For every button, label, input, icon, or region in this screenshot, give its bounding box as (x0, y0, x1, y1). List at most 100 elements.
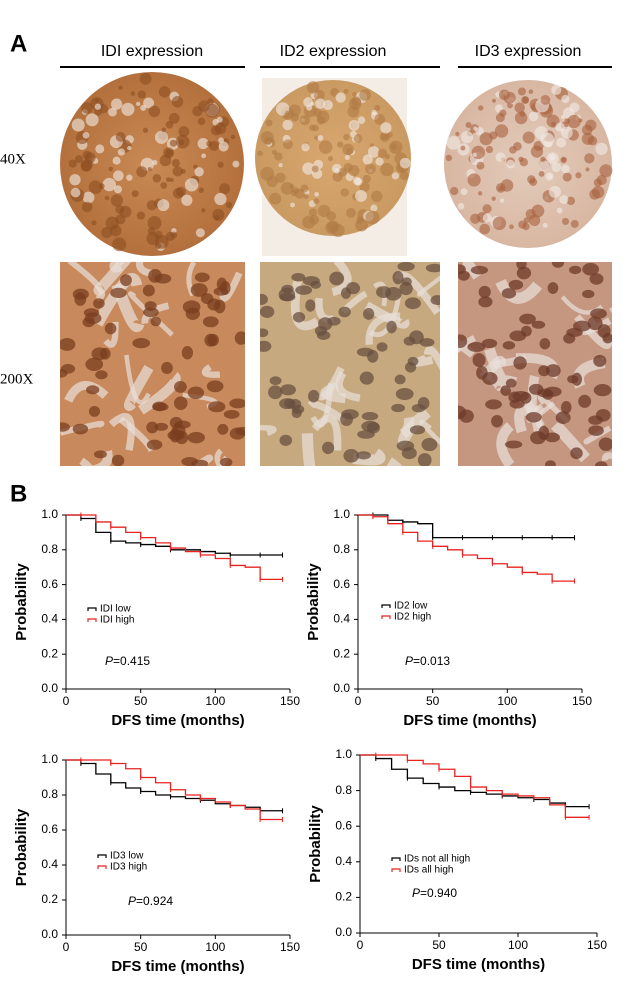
texture (423, 345, 440, 371)
texture (71, 118, 85, 132)
x-tick-label: 50 (432, 938, 446, 952)
texture (504, 440, 523, 449)
texture (362, 154, 373, 165)
texture (473, 126, 478, 131)
texture (260, 340, 272, 352)
texture (202, 316, 219, 328)
texture (299, 114, 311, 126)
texture (291, 404, 305, 414)
texture (126, 174, 133, 181)
texture (569, 265, 582, 275)
y-tick-label: 0.2 (41, 892, 58, 906)
texture (386, 320, 397, 334)
column-header: IDI expression (101, 43, 203, 60)
texture (194, 272, 210, 283)
texture (197, 117, 206, 126)
texture (85, 385, 100, 395)
texture (130, 91, 136, 96)
texture (561, 94, 570, 104)
texture (582, 262, 600, 276)
texture (529, 178, 538, 187)
y-tick-label: 0.2 (335, 890, 352, 904)
texture (217, 423, 229, 435)
texture (197, 138, 209, 150)
texture (343, 449, 360, 463)
texture (115, 205, 125, 214)
texture (403, 336, 416, 346)
texture (67, 262, 105, 302)
texture (475, 127, 484, 136)
texture (346, 208, 356, 218)
texture (505, 378, 517, 388)
texture (458, 262, 612, 466)
texture (161, 127, 167, 133)
texture (357, 116, 366, 124)
texture (455, 131, 460, 136)
x-tick-label: 0 (63, 694, 70, 708)
km-curve (358, 514, 575, 582)
texture (181, 346, 194, 360)
y-tick-label: 0.8 (333, 542, 350, 556)
x-tick-label: 0 (357, 938, 364, 952)
texture (376, 342, 388, 352)
texture (60, 262, 245, 466)
texture (111, 98, 123, 110)
texture (280, 384, 296, 396)
texture (482, 213, 492, 223)
texture (214, 448, 224, 466)
texture (525, 411, 542, 423)
texture (311, 165, 319, 173)
texture (175, 186, 186, 197)
texture (113, 170, 124, 182)
texture (548, 185, 561, 198)
texture (81, 102, 93, 114)
x-tick-label: 150 (572, 694, 592, 708)
texture (482, 372, 498, 385)
texture (64, 381, 109, 403)
texture (371, 109, 377, 116)
texture (531, 320, 546, 329)
texture (198, 187, 204, 193)
x-tick-label: 150 (280, 940, 300, 954)
texture (513, 356, 527, 370)
texture (327, 316, 341, 326)
texture (467, 342, 486, 352)
texture (200, 293, 214, 304)
texture (361, 412, 379, 421)
texture (359, 371, 374, 385)
texture (187, 431, 205, 444)
texture (328, 155, 334, 162)
texture (457, 202, 465, 210)
texture (310, 280, 322, 289)
texture (551, 262, 565, 268)
texture (582, 289, 595, 299)
texture (274, 152, 283, 161)
texture (397, 262, 415, 272)
texture (458, 270, 470, 281)
texture (80, 160, 92, 172)
texture (219, 183, 231, 195)
texture (593, 178, 602, 187)
texture (110, 287, 127, 299)
texture (302, 162, 315, 175)
texture (519, 110, 526, 117)
texture (121, 102, 135, 116)
texture (313, 89, 325, 101)
texture (131, 190, 139, 198)
p-value: P=0.940 (412, 886, 457, 900)
texture (208, 401, 226, 413)
p-text: =0.924 (136, 894, 173, 908)
texture (570, 447, 583, 460)
texture (514, 102, 525, 113)
texture (404, 297, 421, 310)
texture (234, 331, 245, 345)
texture (329, 271, 345, 286)
texture (309, 215, 320, 225)
texture (359, 89, 371, 101)
texture (516, 266, 532, 280)
x-tick-label: 50 (134, 694, 148, 708)
texture (136, 166, 148, 178)
legend-swatch (97, 865, 107, 869)
texture (306, 81, 320, 94)
y-axis-label: Probability (307, 805, 324, 883)
